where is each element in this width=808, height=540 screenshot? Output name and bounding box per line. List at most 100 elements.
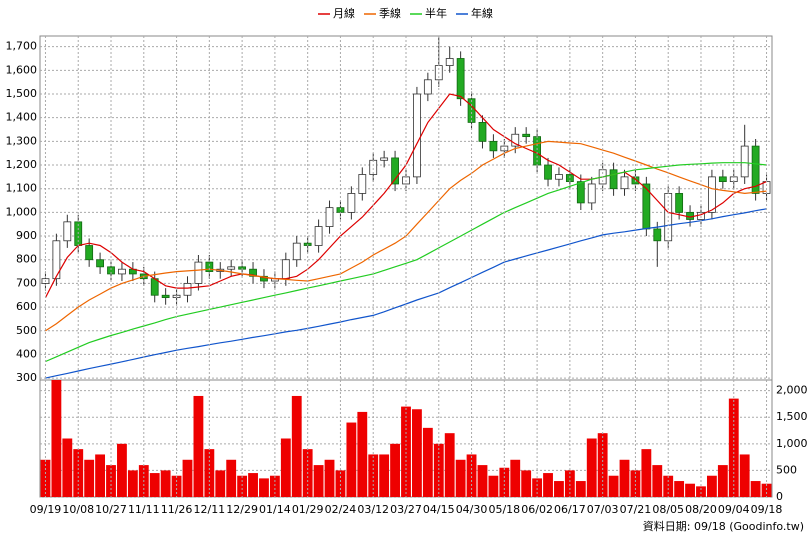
x-tick-label: 04/15	[423, 503, 455, 516]
y-tick-label: 1,100	[6, 182, 38, 195]
volume-bar	[313, 465, 324, 497]
x-tick-label: 09/04	[718, 503, 750, 516]
y-tick-label: 1,400	[6, 111, 38, 124]
candle-body	[686, 211, 694, 220]
candle-body	[183, 283, 192, 296]
legend: 月線 季線 半年 年線	[318, 6, 493, 20]
volume-bar	[717, 465, 728, 497]
volume-bar	[652, 465, 663, 497]
candle-body	[205, 261, 214, 272]
y2-tick-label: 1,000	[776, 437, 808, 450]
volume-bar	[750, 481, 761, 497]
y-tick-label: 1,300	[6, 134, 38, 147]
candle-body	[161, 294, 170, 299]
volume-bar	[280, 438, 291, 497]
candle-body	[85, 245, 94, 261]
volume-bar	[291, 395, 302, 497]
candle-body	[740, 145, 749, 178]
legend-label: 月線	[333, 6, 355, 20]
volume-bar	[390, 443, 400, 497]
volume-bar	[696, 486, 706, 497]
volume-bar	[444, 433, 455, 497]
volume-bar	[532, 478, 543, 497]
volume-bar	[433, 443, 444, 497]
volume-bar	[149, 473, 160, 497]
volume-bar	[761, 483, 772, 497]
x-tick-label: 08/05	[652, 503, 684, 516]
legend-label: 年線	[471, 6, 493, 20]
volume-bar	[84, 459, 95, 497]
x-tick-label: 03/27	[390, 503, 422, 516]
candle-body	[249, 268, 257, 277]
candle-body	[325, 207, 334, 227]
volume-bar	[422, 427, 433, 497]
volume-bar	[619, 459, 630, 497]
volume-bar	[215, 470, 226, 497]
volume-bar	[379, 454, 390, 497]
x-tick-label: 08/20	[685, 503, 717, 516]
volume-bar	[160, 470, 171, 497]
candle-body	[489, 140, 498, 152]
x-tick-label: 04/30	[456, 503, 488, 516]
y-tick-label: 900	[16, 229, 37, 242]
volume-bar	[510, 459, 521, 497]
x-tick-label: 11/26	[161, 503, 193, 516]
y-tick-label: 1,700	[6, 40, 38, 53]
volume-bar	[226, 459, 237, 497]
x-tick-label: 03/12	[357, 503, 389, 516]
candle-body	[718, 176, 727, 183]
volume-bar	[466, 454, 477, 497]
candle-body	[63, 221, 72, 242]
candle-body	[347, 193, 356, 213]
volume-bar	[641, 449, 652, 497]
candle-body	[445, 58, 454, 66]
volume-bar	[335, 470, 346, 497]
y2-tick-label: 0	[776, 490, 783, 503]
volume-bar	[455, 459, 466, 497]
x-tick-label: 10/08	[62, 503, 94, 516]
candle-body	[478, 122, 487, 142]
x-tick-label: 12/29	[226, 503, 258, 516]
candle-body	[314, 226, 323, 246]
candle-body	[391, 157, 399, 185]
y-tick-label: 300	[16, 371, 37, 384]
volume-bar	[40, 459, 51, 497]
candle-body	[52, 240, 61, 280]
x-tick-label: 07/03	[587, 503, 619, 516]
x-tick-label: 01/14	[259, 503, 291, 516]
x-tick-label: 01/29	[292, 503, 324, 516]
candle-body	[675, 193, 684, 213]
candle-body	[587, 183, 596, 204]
y-tick-label: 500	[16, 324, 37, 337]
legend-label: 季線	[379, 6, 401, 20]
volume-bar	[51, 380, 62, 497]
legend-label: 半年	[425, 6, 447, 20]
volume-bar	[269, 475, 280, 497]
ma-line	[45, 162, 767, 363]
candle-body	[227, 266, 236, 270]
volume-bar	[412, 409, 422, 497]
volume-bar	[685, 483, 695, 497]
candle-body	[751, 145, 760, 194]
volume-bar	[564, 470, 575, 497]
x-tick-label: 09/19	[30, 503, 62, 516]
volume-bar	[346, 422, 357, 497]
candle-body	[511, 133, 520, 147]
x-tick-label: 10/27	[95, 503, 127, 516]
candle-body	[281, 259, 290, 280]
candle-body	[150, 278, 159, 296]
volume-bar	[488, 475, 499, 497]
volume-bar	[324, 459, 335, 497]
y-tick-label: 700	[16, 276, 37, 289]
x-tick-label: 11/11	[128, 503, 160, 516]
volume-bar	[630, 470, 641, 497]
volume-bar	[248, 473, 258, 497]
y-tick-label: 1,500	[6, 87, 38, 100]
candle-body	[576, 181, 585, 204]
candle-body	[544, 164, 552, 180]
candle-body	[358, 174, 367, 194]
x-tick-label: 06/02	[521, 503, 553, 516]
volume-bar	[259, 478, 269, 497]
volume-bar	[368, 454, 379, 497]
